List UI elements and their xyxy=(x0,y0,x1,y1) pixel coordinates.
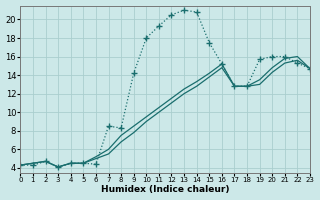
X-axis label: Humidex (Indice chaleur): Humidex (Indice chaleur) xyxy=(101,185,229,194)
